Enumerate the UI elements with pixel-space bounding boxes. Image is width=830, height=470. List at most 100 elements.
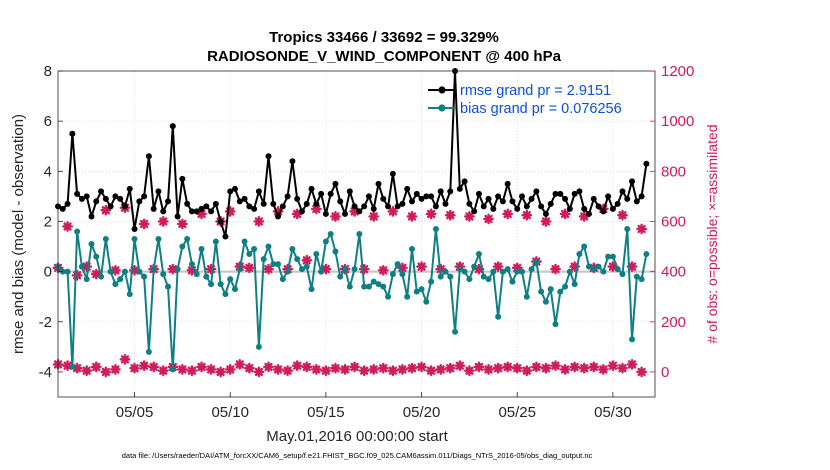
rmse-point <box>504 180 511 187</box>
rmse-point <box>471 208 478 215</box>
rmse-point <box>585 210 592 217</box>
data-file-footer: data file: /Users/raeder/DAI/ATM_forcXX/… <box>122 451 593 460</box>
obs-count-point <box>540 362 552 374</box>
obs-star-stroke <box>398 365 407 374</box>
obs-star-stroke <box>589 362 598 372</box>
bias-point <box>585 263 592 270</box>
rmse-point <box>126 185 133 192</box>
rmse-point <box>141 193 148 200</box>
rmse-point <box>432 203 439 210</box>
obs-star-stroke <box>273 365 283 374</box>
obs-star-stroke <box>532 362 541 372</box>
obs-star-stroke <box>168 264 177 274</box>
bias-point <box>442 268 449 275</box>
obs-star-stroke <box>72 364 82 373</box>
rmse-point <box>342 210 349 217</box>
rmse-point <box>380 195 387 202</box>
rmse-point <box>227 188 234 195</box>
obs-count-point <box>100 204 112 216</box>
obs-star-stroke <box>360 366 369 375</box>
x-tick-label: 05/30 <box>594 404 632 421</box>
obs-count-point <box>110 364 121 375</box>
obs-star-stroke <box>245 364 254 373</box>
bias-point <box>342 266 349 273</box>
obs-count-point <box>224 364 236 375</box>
obs-star-stroke <box>541 364 551 373</box>
obs-count-point <box>387 365 399 377</box>
obs-count-point <box>540 216 552 227</box>
rmse-point <box>107 203 114 210</box>
bias-point <box>552 321 559 328</box>
y-tick-label: -4 <box>39 364 52 381</box>
rmse-point <box>375 180 382 187</box>
rmse-point <box>389 170 396 177</box>
rmse-point <box>322 210 329 217</box>
obs-count-point <box>330 362 341 374</box>
rmse-point <box>619 188 626 195</box>
obs-count-point <box>148 361 160 373</box>
obs-count-point <box>263 263 274 275</box>
obs-star-stroke <box>627 262 637 271</box>
rmse-point <box>394 203 401 210</box>
obs-star-stroke <box>92 269 101 279</box>
obs-star-stroke <box>264 264 273 274</box>
bias-point <box>519 268 526 275</box>
bias-point <box>399 271 406 278</box>
bias-point <box>365 283 372 290</box>
bias-point <box>83 276 90 283</box>
bias-point <box>528 266 535 273</box>
rmse-point <box>595 203 602 210</box>
obs-count-point <box>234 359 246 370</box>
obs-count-point <box>330 211 341 222</box>
bias-point <box>485 276 492 283</box>
obs-count-point <box>397 364 408 375</box>
obs-star-stroke <box>130 364 139 373</box>
bias-point <box>447 273 454 280</box>
obs-count-point <box>129 362 140 374</box>
bias-point <box>456 266 463 273</box>
y-right-tick-label: 0 <box>661 364 669 381</box>
y-axis-ticks: -4 -2 0 2 4 6 8 <box>39 63 63 381</box>
obs-count-point <box>90 361 102 373</box>
obs-count-point <box>406 211 418 222</box>
bias-point <box>193 271 200 278</box>
obs-star-stroke <box>178 365 187 374</box>
bias-point <box>322 238 329 245</box>
rmse-point <box>231 185 238 192</box>
obs-count-point <box>62 221 73 232</box>
bias-point <box>160 271 167 278</box>
obs-star-stroke <box>139 361 149 370</box>
chart-subtitle: RADIOSONDE_V_WIND_COMPONENT @ 400 hPa <box>207 48 562 65</box>
obs-star-stroke <box>254 367 264 377</box>
bias-point <box>408 246 415 253</box>
obs-star-stroke <box>340 365 350 374</box>
plot-frame <box>57 70 656 398</box>
bias-point <box>495 313 502 320</box>
rmse-point <box>160 208 167 215</box>
obs-star-stroke <box>283 366 292 375</box>
rmse-point <box>222 233 229 240</box>
legend-bias-marker <box>438 104 446 112</box>
rmse-point <box>270 200 277 207</box>
rmse-point <box>475 190 482 197</box>
rmse-point <box>624 195 631 202</box>
obs-star-stroke <box>302 362 311 372</box>
bias-point <box>246 251 253 258</box>
rmse-point <box>509 198 516 205</box>
bias-point <box>337 273 344 280</box>
rmse-point <box>279 203 286 210</box>
obs-count-point <box>483 364 494 375</box>
chart-title: Tropics 33466 / 33692 = 99.329% <box>269 29 499 46</box>
rmse-point <box>547 200 554 207</box>
bias-point <box>117 276 124 283</box>
bias-point <box>88 241 95 248</box>
y-right-axis-label: # of obs: o=possible; ×=assimilated <box>704 124 720 343</box>
bias-point <box>174 266 181 273</box>
rmse-point <box>609 205 616 212</box>
rmse-point <box>294 195 301 202</box>
rmse-point <box>208 208 215 215</box>
obs-star-stroke <box>178 219 187 229</box>
obs-star-stroke <box>312 365 321 374</box>
bias-point <box>638 276 645 283</box>
rmse-point <box>557 190 564 197</box>
